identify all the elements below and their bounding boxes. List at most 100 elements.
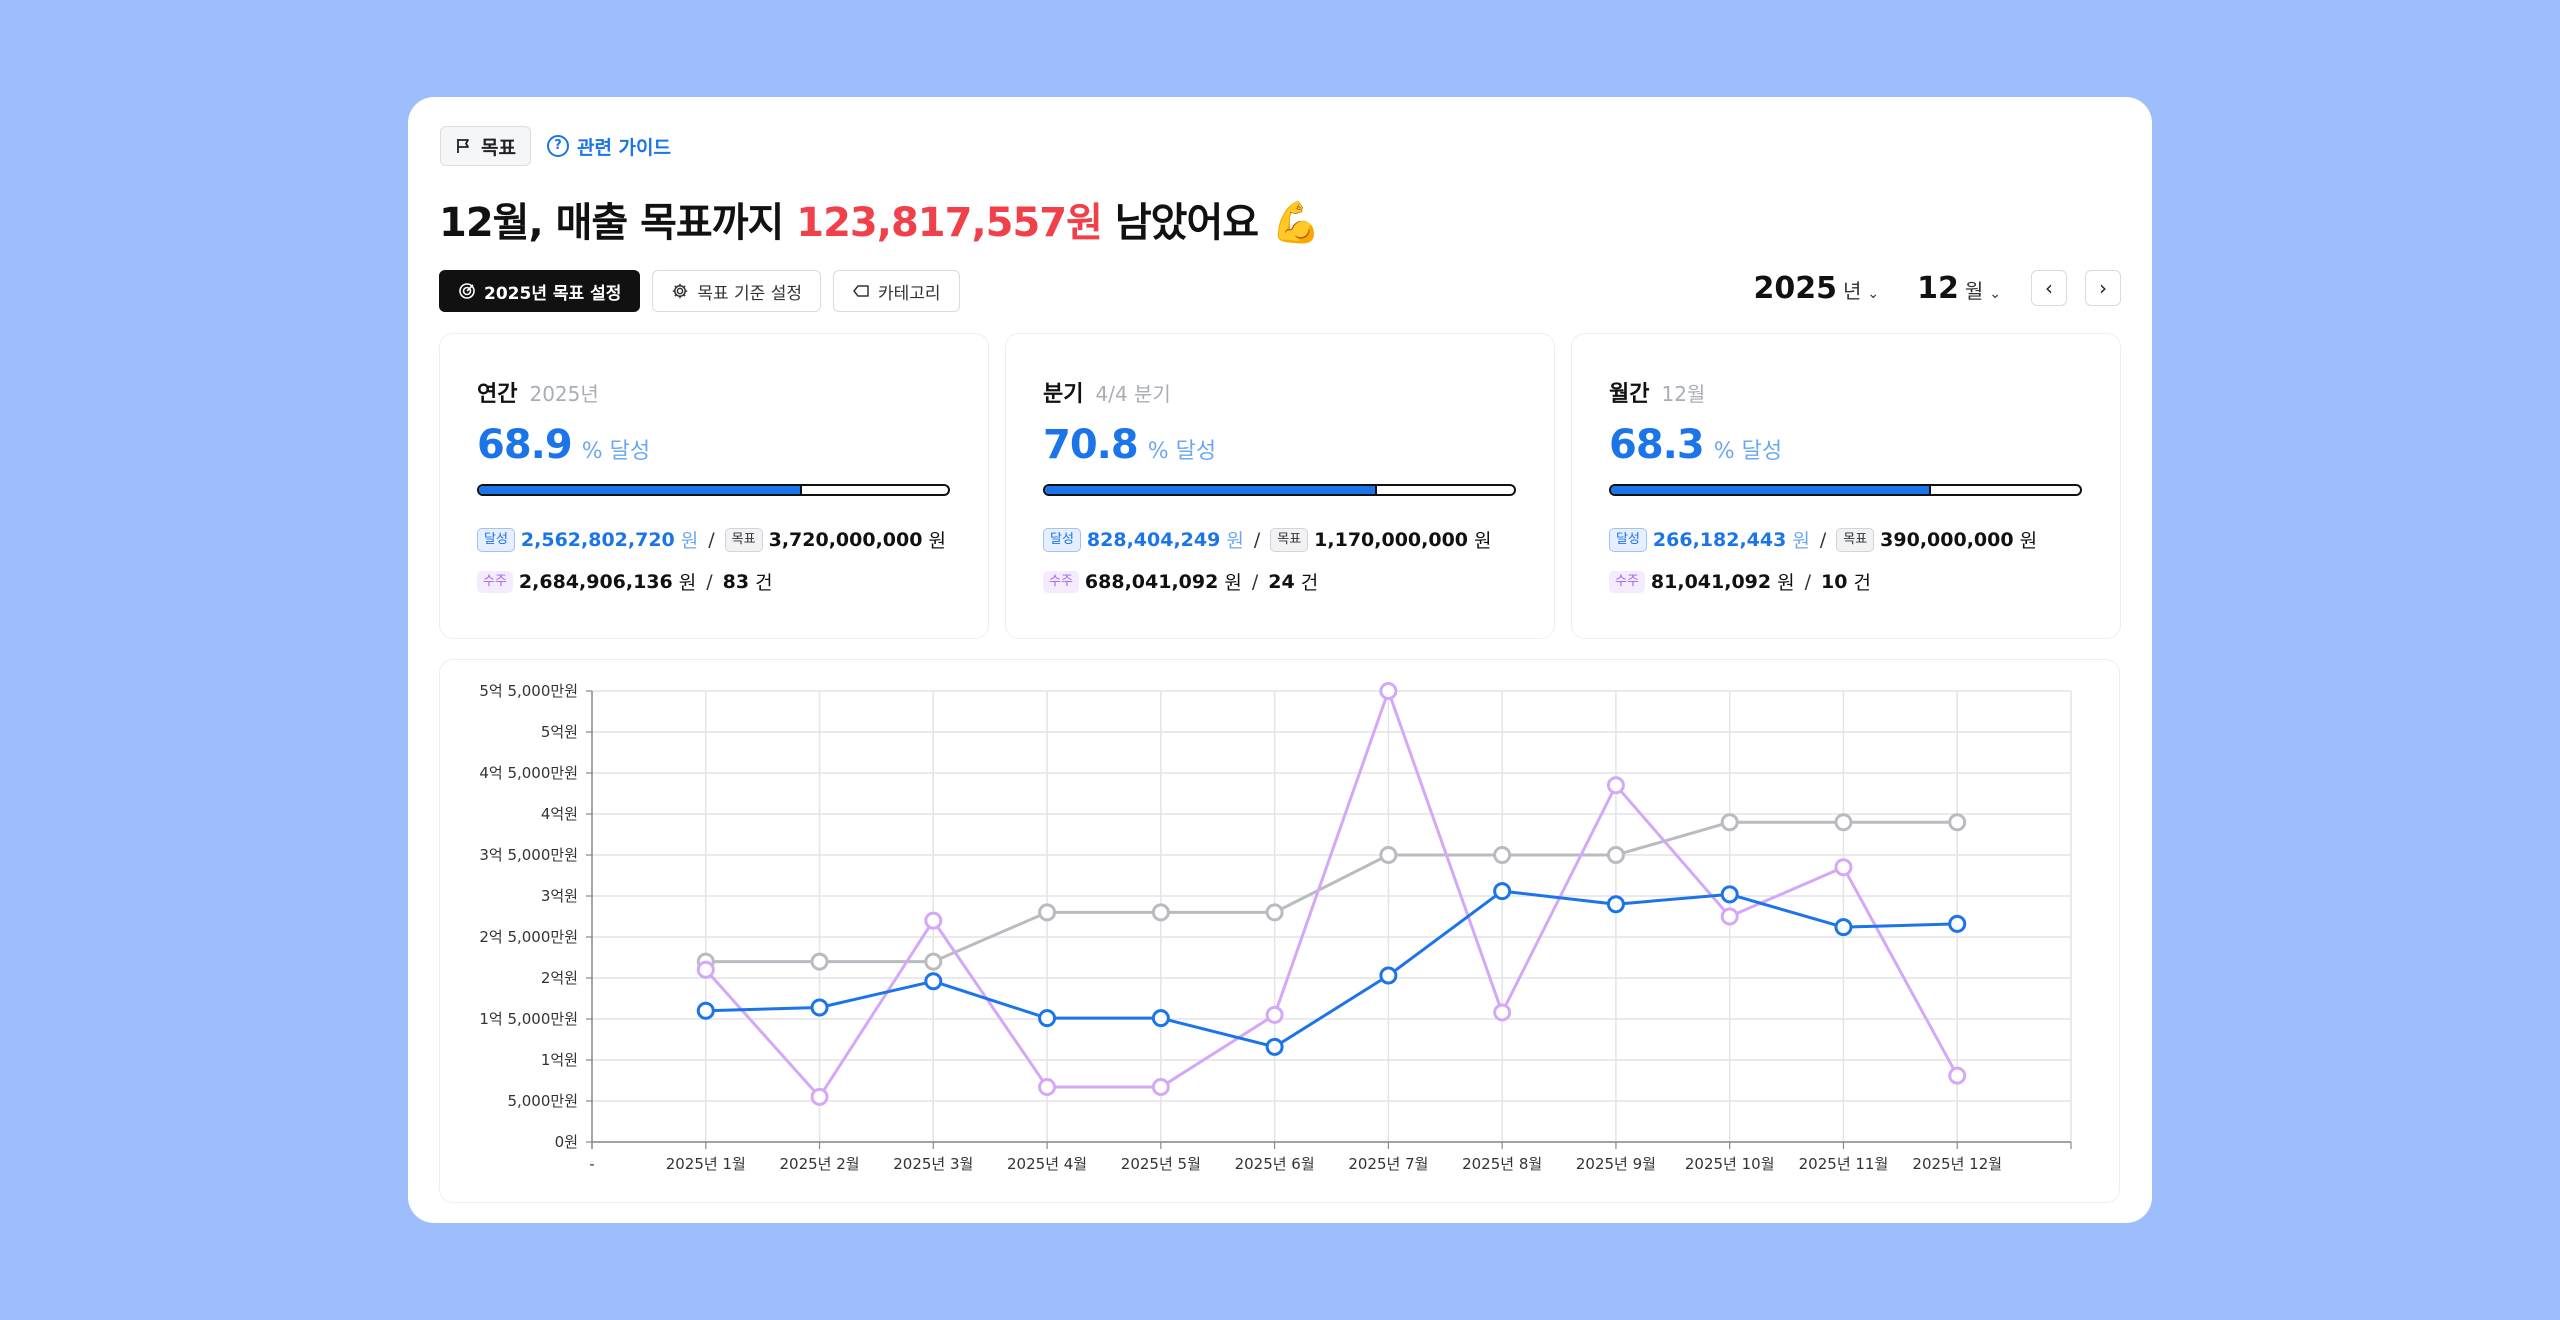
x-tick-label: 2025년 5월 bbox=[1121, 1155, 1201, 1173]
progress-fill bbox=[1611, 486, 1932, 494]
target-unit: 원 bbox=[2019, 530, 2038, 552]
kpi-percent-value: 68.3 bbox=[1609, 422, 1705, 468]
data-point bbox=[1265, 1037, 1284, 1056]
orders-unit: 원 bbox=[1777, 572, 1795, 594]
data-point bbox=[696, 1001, 715, 1020]
kpi-title: 분기 bbox=[1043, 382, 1084, 407]
orders-value: 2,684,906,136 bbox=[518, 570, 673, 593]
y-tick-label: 2억 5,000만원 bbox=[479, 928, 578, 946]
kpi-monthly: 월간 12월 68.3 % 달성 달성 266,182,443 원 / 목표 390… bbox=[1571, 333, 2121, 639]
prev-month-button[interactable]: ‹ bbox=[2031, 270, 2067, 306]
data-point bbox=[1265, 903, 1284, 922]
guide-link[interactable]: ? 관련 가이드 bbox=[546, 133, 671, 160]
target-chip: 목표 bbox=[1836, 527, 1875, 552]
target-unit: 원 bbox=[1474, 530, 1492, 552]
y-tick-label: 3억원 bbox=[541, 887, 578, 905]
x-tick-label: 2025년 1월 bbox=[666, 1155, 746, 1173]
data-point bbox=[1606, 846, 1625, 864]
data-point bbox=[1948, 1066, 1967, 1085]
data-point bbox=[810, 1087, 829, 1106]
data-point bbox=[1379, 966, 1398, 985]
goal-tag-label: 목표 bbox=[481, 136, 516, 159]
sales-chart: 0원 5,000만원 1억원 1억 5,000만원 2억원 2억 5,000만원 3억원 3억… bbox=[439, 659, 2120, 1203]
x-tick-label: 2025년 4월 bbox=[1007, 1155, 1087, 1173]
achieved-value: 828,404,249 bbox=[1086, 528, 1221, 551]
achieved-chip: 달성 bbox=[477, 527, 515, 552]
next-month-button[interactable]: › bbox=[2085, 270, 2121, 306]
series-line-0 bbox=[705, 820, 1958, 964]
kpi-percent: 70.8 % 달성 bbox=[1043, 422, 1216, 468]
data-point bbox=[1948, 914, 1967, 933]
data-point bbox=[924, 952, 943, 971]
separator: / bbox=[1253, 528, 1261, 551]
y-tick-label: 2억원 bbox=[541, 969, 578, 987]
data-point bbox=[1606, 776, 1625, 795]
series-line-2 bbox=[705, 889, 1958, 1049]
y-tick-label: 5,000만원 bbox=[507, 1092, 578, 1110]
kpi-orders-row: 수주 688,041,092 원 / 24 건 bbox=[1043, 568, 1318, 595]
x-tick-label: 2025년 6월 bbox=[1235, 1155, 1315, 1173]
kpi-subtitle: 4/4 분기 bbox=[1095, 382, 1171, 406]
achieved-chip: 달성 bbox=[1043, 527, 1081, 552]
kpi-quarterly: 분기 4/4 분기 70.8 % 달성 달성 828,404,249 원 / 목표 … bbox=[1005, 333, 1555, 639]
orders-count-unit: 건 bbox=[755, 572, 773, 594]
progress-fill bbox=[1045, 486, 1378, 494]
orders-value: 688,041,092 bbox=[1084, 570, 1219, 593]
tag-icon bbox=[853, 285, 869, 297]
y-tick-label: 1억 5,000만원 bbox=[479, 1010, 578, 1028]
orders-count: 24 bbox=[1268, 570, 1295, 593]
y-tick-label: 5억원 bbox=[541, 723, 578, 741]
criteria-settings-button[interactable]: 목표 기준 설정 bbox=[652, 270, 822, 312]
remaining-amount: 123,817,557원 bbox=[796, 200, 1103, 246]
separator: / bbox=[706, 570, 713, 593]
chevron-down-icon: ⌄ bbox=[1867, 285, 1880, 302]
x-tick-label: 2025년 11월 bbox=[1799, 1155, 1889, 1173]
target-value: 390,000,000 bbox=[1880, 528, 2014, 551]
x-tick-label: 2025년 2월 bbox=[779, 1155, 859, 1173]
kpi-percent-text: % 달성 bbox=[1713, 439, 1783, 464]
kpi-percent-value: 70.8 bbox=[1043, 422, 1139, 468]
data-point bbox=[1720, 885, 1739, 904]
kpi-title: 월간 bbox=[1609, 382, 1650, 407]
set-goal-button[interactable]: 2025년 목표 설정 bbox=[439, 270, 641, 312]
gear-icon bbox=[673, 283, 688, 299]
separator: / bbox=[1251, 570, 1259, 593]
criteria-settings-label: 목표 기준 설정 bbox=[697, 283, 803, 304]
data-point bbox=[924, 972, 943, 991]
category-button[interactable]: 카테고리 bbox=[833, 270, 960, 312]
orders-count: 83 bbox=[722, 570, 750, 593]
kpi-orders-row: 수주 81,041,092 원 / 10 건 bbox=[1609, 568, 1871, 595]
flag-icon bbox=[457, 139, 469, 153]
x-tick-label: 2025년 9월 bbox=[1576, 1155, 1656, 1173]
top-bar: 목표 ? 관련 가이드 bbox=[440, 126, 671, 166]
progress-bar bbox=[1043, 484, 1516, 496]
month-select[interactable]: 12 월 ⌄ bbox=[1917, 271, 2001, 306]
data-point bbox=[1379, 846, 1398, 864]
line-chart: 0원 5,000만원 1억원 1억 5,000만원 2억원 2억 5,000만원 3억원 3억… bbox=[479, 682, 2072, 1173]
title-prefix: 12월, 매출 목표까지 bbox=[439, 200, 797, 246]
x-origin-label: - bbox=[589, 1155, 594, 1173]
data-point bbox=[1151, 903, 1170, 922]
kpi-percent-text: % 달성 bbox=[1147, 439, 1217, 464]
data-point bbox=[1606, 895, 1625, 914]
data-point bbox=[1493, 882, 1512, 901]
progress-bar bbox=[1609, 484, 2082, 496]
chevron-left-icon: ‹ bbox=[2045, 276, 2053, 300]
data-point bbox=[810, 952, 829, 971]
series-line-1 bbox=[704, 689, 1959, 1099]
data-point bbox=[1265, 1005, 1284, 1024]
orders-count: 10 bbox=[1821, 570, 1848, 593]
data-point bbox=[1948, 813, 1967, 832]
y-tick-label: 0원 bbox=[555, 1133, 578, 1151]
x-tick-label: 2025년 12월 bbox=[1912, 1155, 2002, 1173]
target-chip: 목표 bbox=[1270, 527, 1309, 552]
kpi-label: 분기 4/4 분기 bbox=[1043, 376, 1171, 408]
orders-chip: 수주 bbox=[477, 570, 513, 593]
y-tick-label: 4억원 bbox=[541, 805, 578, 823]
year-select[interactable]: 2025 년 ⌄ bbox=[1753, 271, 1879, 306]
data-point bbox=[924, 911, 943, 930]
data-point bbox=[1151, 1078, 1170, 1097]
achieved-value: 2,562,802,720 bbox=[520, 528, 675, 551]
separator: / bbox=[1819, 528, 1827, 551]
achieved-unit: 원 bbox=[680, 530, 699, 552]
